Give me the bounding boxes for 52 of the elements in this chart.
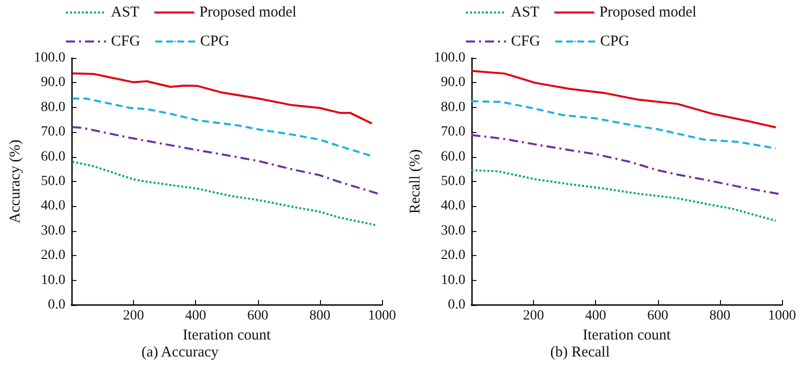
y-tick-label: 60.0 xyxy=(440,149,466,164)
x-tick-label: 800 xyxy=(709,308,730,324)
y-tick-label: 50.0 xyxy=(40,174,66,189)
line-series xyxy=(71,98,373,158)
x-tick-label: 400 xyxy=(185,308,206,324)
legend-label: AST xyxy=(111,4,140,20)
legend-label: CFG xyxy=(111,34,140,50)
legend-label: CPG xyxy=(200,34,230,50)
x-tick-label: 1000 xyxy=(768,308,796,324)
y-tick-label: 60.0 xyxy=(40,149,66,164)
y-tick-label: 90.0 xyxy=(440,75,466,90)
x-tick-label: 400 xyxy=(585,308,606,324)
y-tick-label: 100.0 xyxy=(434,50,466,66)
legend-label: CPG xyxy=(600,34,630,50)
y-tick-label: 30.0 xyxy=(40,223,66,238)
y-tick-label: 70.0 xyxy=(440,124,466,140)
legend-label: CFG xyxy=(511,34,540,50)
line-series xyxy=(470,70,777,128)
y-tick-label: 30.0 xyxy=(440,223,466,238)
y-tick-label: 50.0 xyxy=(440,174,466,189)
text: (a) Accuracy xyxy=(141,344,220,360)
x-tick-label: 800 xyxy=(309,308,330,324)
y-tick-label: 0.0 xyxy=(448,298,466,312)
y-tick-label: 40.0 xyxy=(440,198,466,214)
y-tick-label: 40.0 xyxy=(40,198,66,214)
x-tick-label: 200 xyxy=(523,308,544,324)
text: (b) Recall xyxy=(550,344,610,360)
line-series xyxy=(470,100,777,150)
y-axis-title: Recall (%) xyxy=(408,149,424,214)
y-tick-label: 80.0 xyxy=(440,100,466,115)
y-tick-label: 20.0 xyxy=(440,248,466,264)
line-series xyxy=(470,169,777,222)
x-tick-label: 1000 xyxy=(368,308,396,324)
line-series xyxy=(71,72,373,124)
y-tick-label: 100.0 xyxy=(34,50,66,66)
y-tick-label: 10.0 xyxy=(40,272,66,288)
x-tick-label: 600 xyxy=(247,308,268,324)
y-axis-title: Accuracy (%) xyxy=(8,140,24,224)
y-tick-label: 10.0 xyxy=(440,272,466,288)
y-tick-label: 20.0 xyxy=(40,248,66,264)
legend-label: Proposed model xyxy=(599,4,696,20)
x-tick-label: 200 xyxy=(123,308,144,324)
y-tick-label: 80.0 xyxy=(40,100,66,115)
x-axis-title: Iteration count xyxy=(582,327,672,344)
legend-label: AST xyxy=(511,4,540,20)
legend-label: Proposed model xyxy=(199,4,296,20)
y-tick-label: 0.0 xyxy=(48,298,66,312)
y-tick-label: 90.0 xyxy=(40,75,66,90)
line-series xyxy=(71,160,376,226)
x-tick-label: 600 xyxy=(647,308,668,324)
y-tick-label: 70.0 xyxy=(40,124,66,140)
x-axis-title: Iteration count xyxy=(182,327,272,344)
